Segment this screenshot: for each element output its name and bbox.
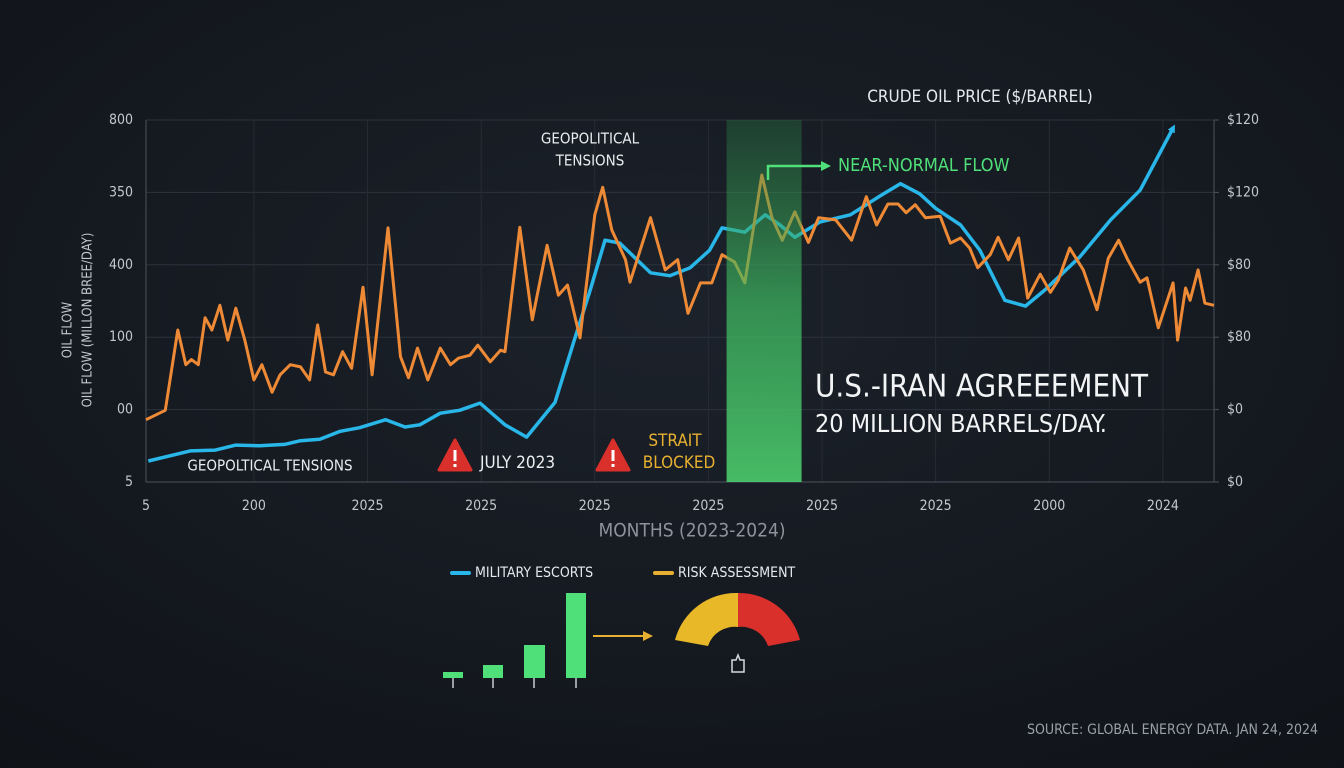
series-line [145, 173, 1215, 422]
y-tick-label: 400 [109, 257, 133, 273]
annotation: 20 MILLION BARRELS/DAY. [815, 409, 1107, 438]
axis-title: CRUDE OIL PRICE ($/BARREL) [867, 87, 1092, 107]
annotation-arrow [766, 161, 831, 180]
series-layer [145, 124, 1215, 463]
x-tick-label: 2025 [465, 498, 497, 514]
highlight-band [726, 120, 802, 482]
x-axis-label: MONTHS (2023-2024) [598, 520, 785, 542]
x-tick-label: 2025 [352, 498, 384, 514]
x-tick-label: 2024 [1147, 498, 1179, 514]
annotation: JULY 2023 [479, 453, 555, 473]
annotation: NEAR-NORMAL FLOW [838, 155, 1010, 176]
legend: MILITARY ESCORTS RISK ASSESSMENT [450, 565, 796, 581]
gauge [675, 592, 800, 673]
y-axis-label: OIL FLOW (MILLON BREE/DAY) [81, 233, 96, 408]
x-tick-label: 2025 [806, 498, 838, 514]
legend-label: MILITARY ESCORTS [475, 565, 593, 581]
x-tick-label: 5 [142, 498, 150, 514]
annotation: U.S.-IRAN AGREEEMENT [815, 369, 1149, 405]
x-tick-label: 2025 [692, 498, 724, 514]
mini-bars [443, 593, 586, 678]
series-line [147, 124, 1175, 463]
y-tick-label: 800 [109, 112, 133, 128]
x-tick-label: 2025 [920, 498, 952, 514]
y-tick-label: 5 [125, 474, 133, 490]
mini-bars [452, 678, 577, 688]
annotation: BLOCKED [643, 453, 716, 473]
y-tick-label: 350 [109, 184, 133, 200]
annotation: GEOPOLTICAL TENSIONS [187, 457, 352, 475]
y2-tick-label: $120 [1227, 112, 1259, 128]
y-tick-label: 100 [109, 329, 133, 345]
y2-tick-label: $80 [1227, 329, 1251, 345]
y2-tick-label: $0 [1227, 402, 1243, 418]
y-tick-label: 00 [117, 402, 133, 418]
source: SOURCE: GLOBAL ENERGY DATA. JAN 24, 2024 [1027, 722, 1318, 738]
x-tick-label: 2025 [579, 498, 611, 514]
label-layer: 800 350 400 100 00 5 $120 $120 $80 $80 $0 $0 5 200 202… [109, 112, 1259, 514]
warning-icon [595, 438, 631, 472]
x-tick-label: 200 [242, 498, 266, 514]
y2-tick-label: $120 [1227, 184, 1259, 200]
y2-tick-label: $0 [1227, 474, 1243, 490]
annotation: STRAIT [648, 431, 702, 451]
y-axis-label: OIL FLOW [61, 301, 76, 358]
annotation: GEOPOLITICAL [541, 130, 640, 148]
x-tick-label: 2000 [1033, 498, 1065, 514]
legend-label: RISK ASSESSMENT [678, 565, 796, 581]
annotation: TENSIONS [555, 152, 625, 170]
y2-tick-label: $80 [1227, 257, 1251, 273]
warning-icon [437, 438, 473, 472]
